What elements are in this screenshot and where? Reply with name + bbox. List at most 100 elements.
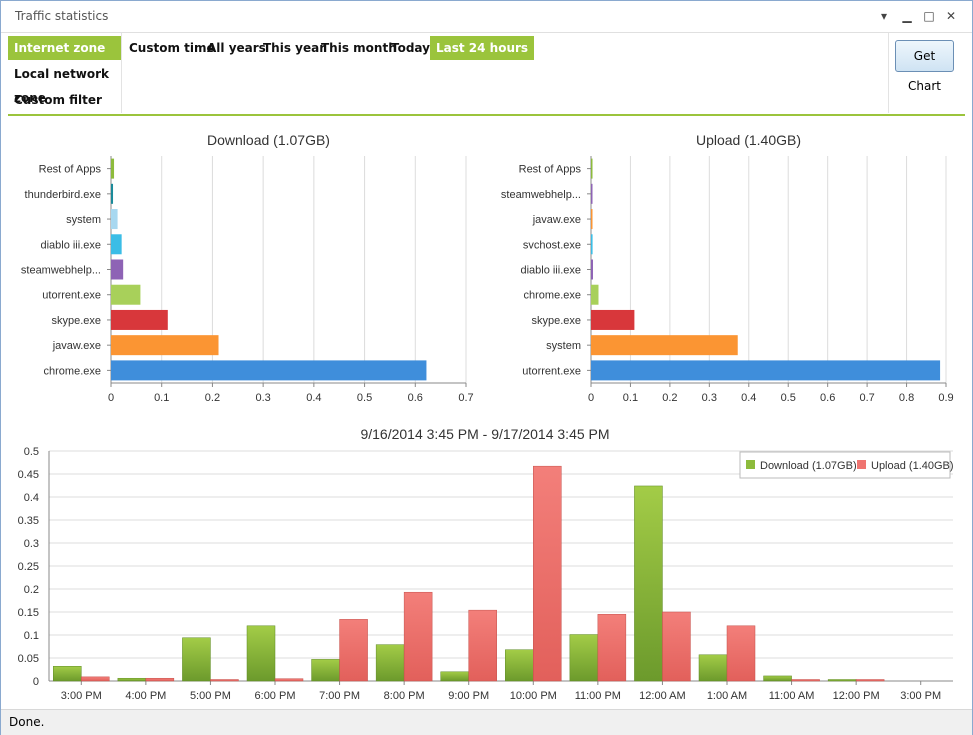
zone-custom-filter[interactable]: Custom filter	[14, 93, 102, 107]
download-bar	[569, 634, 599, 682]
upload-bar	[726, 625, 756, 682]
download-bar	[698, 654, 728, 682]
bar	[111, 284, 141, 305]
upload-bar	[597, 614, 627, 682]
category-label: chrome.exe	[44, 365, 101, 377]
category-label: 3:00 PM	[900, 690, 941, 702]
download-bar	[763, 675, 792, 682]
x-tick-label: 0.8	[899, 392, 914, 404]
bar	[111, 209, 118, 230]
chart-title: Download (1.07GB)	[207, 132, 330, 148]
x-tick-label: 0.2	[662, 392, 677, 404]
bar	[591, 335, 738, 356]
zone-local-network[interactable]: Local network zone	[14, 67, 110, 105]
category-label: 1:00 AM	[707, 690, 747, 702]
bar	[111, 335, 219, 356]
x-tick-label: 0.7	[859, 392, 874, 404]
toolbar-separator	[8, 114, 965, 116]
x-tick-label: 0.2	[205, 392, 220, 404]
x-tick-label: 0.6	[820, 392, 835, 404]
category-label: steamwebhelp...	[501, 189, 581, 201]
bar	[111, 234, 122, 255]
category-label: 11:00 PM	[575, 690, 621, 702]
zone-internet[interactable]: Internet zone	[8, 36, 121, 60]
y-tick-label: 0.5	[24, 446, 39, 458]
category-label: thunderbird.exe	[25, 189, 101, 201]
traffic-over-time-chart: 9/16/2014 3:45 PM - 9/17/2014 3:45 PM 0 0.…	[18, 426, 954, 702]
bar	[111, 158, 115, 179]
close-icon[interactable]: ✕	[945, 9, 957, 23]
title-bar: Traffic statistics ▾ ▁ □ ✕	[1, 1, 972, 33]
chart-title: 9/16/2014 3:45 PM - 9/17/2014 3:45 PM	[360, 426, 609, 442]
bar	[591, 234, 593, 255]
category-label: diablo iii.exe	[520, 265, 581, 277]
range-custom-time[interactable]: Custom time	[129, 41, 215, 55]
chart-title: Upload (1.40GB)	[696, 132, 801, 148]
window-title: Traffic statistics	[15, 9, 109, 23]
category-label: 7:00 PM	[319, 690, 360, 702]
category-label: svchost.exe	[523, 239, 581, 251]
x-tick-label: 0.5	[781, 392, 796, 404]
x-tick-label: 0.3	[702, 392, 717, 404]
range-last-24-hours[interactable]: Last 24 hours	[430, 36, 535, 60]
download-bar	[505, 649, 534, 682]
y-tick-label: 0	[33, 676, 39, 688]
category-label: chrome.exe	[524, 290, 581, 302]
category-label: 5:00 PM	[190, 690, 231, 702]
upload-bar	[791, 679, 820, 682]
window-menu-icon[interactable]: ▾	[880, 9, 888, 23]
y-tick-label: 0.2	[24, 584, 39, 596]
y-tick-label: 0.4	[24, 492, 39, 504]
toolbar-divider	[888, 33, 889, 113]
download-bar	[634, 485, 663, 682]
range-this-month[interactable]: This month	[321, 41, 397, 55]
zone-divider	[121, 33, 122, 113]
upload-bar	[339, 619, 368, 682]
category-label: Rest of Apps	[39, 164, 102, 176]
range-all-years[interactable]: All years	[207, 41, 266, 55]
y-tick-label: 0.35	[18, 515, 39, 527]
bar	[591, 284, 599, 305]
category-label: javaw.exe	[532, 214, 581, 226]
bar	[591, 309, 635, 330]
range-this-year[interactable]: This year	[263, 41, 326, 55]
download-bar	[53, 666, 82, 682]
bar	[591, 259, 593, 280]
category-label: 12:00 PM	[833, 690, 880, 702]
category-label: utorrent.exe	[522, 365, 581, 377]
range-today[interactable]: Today	[391, 41, 430, 55]
get-chart-button[interactable]: Get Chart	[895, 40, 954, 93]
upload-bar	[468, 609, 497, 682]
upload-bar	[855, 679, 885, 682]
maximize-icon[interactable]: □	[923, 9, 935, 23]
download-bar	[182, 637, 211, 682]
bar	[111, 360, 427, 381]
minimize-icon[interactable]: ▁	[902, 9, 912, 23]
bar	[591, 183, 593, 204]
bar	[591, 360, 941, 381]
status-bar: Done.	[1, 709, 972, 735]
download-bar	[440, 671, 469, 682]
upload-by-app-chart: Upload (1.40GB) 0 0.1 0.2 0.3 0.4 0.5 0.6 0.7 0.8…	[501, 132, 954, 404]
bar	[591, 158, 593, 179]
x-tick-label: 0	[588, 392, 594, 404]
download-bar	[827, 679, 857, 682]
x-tick-label: 0	[108, 392, 114, 404]
category-label: utorrent.exe	[42, 290, 101, 302]
x-tick-label: 0.3	[255, 392, 270, 404]
category-label: steamwebhelp...	[21, 265, 101, 277]
category-label: 10:00 PM	[510, 690, 557, 702]
category-label: Rest of Apps	[519, 164, 582, 176]
legend-box	[739, 451, 951, 479]
y-tick-label: 0.45	[18, 469, 39, 481]
download-by-app-chart: Download (1.07GB) 0 0.1 0.2 0.3 0.4 0.5 0.6 0.7 R…	[21, 132, 474, 404]
status-text: Done.	[9, 715, 45, 729]
download-bar	[311, 659, 340, 682]
legend-upload-swatch	[857, 460, 866, 469]
category-label: system	[546, 340, 581, 352]
category-label: 12:00 AM	[639, 690, 685, 702]
y-tick-label: 0.25	[18, 561, 39, 573]
category-label: diablo iii.exe	[40, 239, 101, 251]
bar	[111, 309, 168, 330]
